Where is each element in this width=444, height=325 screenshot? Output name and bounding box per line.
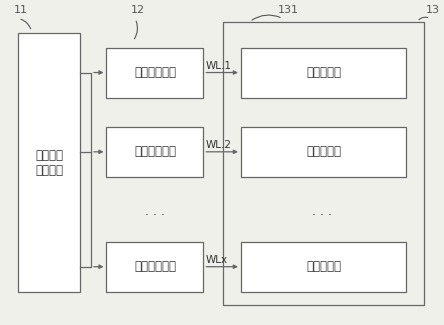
Bar [241, 48, 406, 98]
Bar [241, 127, 406, 177]
Text: 触发信号
生成模块: 触发信号 生成模块 [35, 149, 63, 176]
Text: 信号锁存电路: 信号锁存电路 [134, 66, 176, 79]
Text: 像素单元组: 像素单元组 [306, 66, 341, 79]
Text: 像素单元组: 像素单元组 [306, 146, 341, 159]
Bar [107, 48, 203, 98]
Text: 131: 131 [278, 5, 299, 15]
Text: WL.1: WL.1 [206, 61, 232, 71]
Text: 11: 11 [14, 5, 28, 15]
Text: 像素单元组: 像素单元组 [306, 260, 341, 273]
Bar [223, 22, 424, 305]
Text: WLx: WLx [206, 255, 228, 265]
Bar [107, 242, 203, 292]
Text: · · ·: · · · [313, 209, 333, 222]
Text: 信号锁存电路: 信号锁存电路 [134, 146, 176, 159]
Text: 12: 12 [131, 5, 145, 15]
Text: 信号锁存电路: 信号锁存电路 [134, 260, 176, 273]
Text: 13: 13 [426, 5, 440, 15]
Bar [18, 33, 80, 292]
Bar [241, 242, 406, 292]
Bar [107, 127, 203, 177]
Text: WL.2: WL.2 [206, 140, 232, 150]
Text: · · ·: · · · [145, 209, 165, 222]
